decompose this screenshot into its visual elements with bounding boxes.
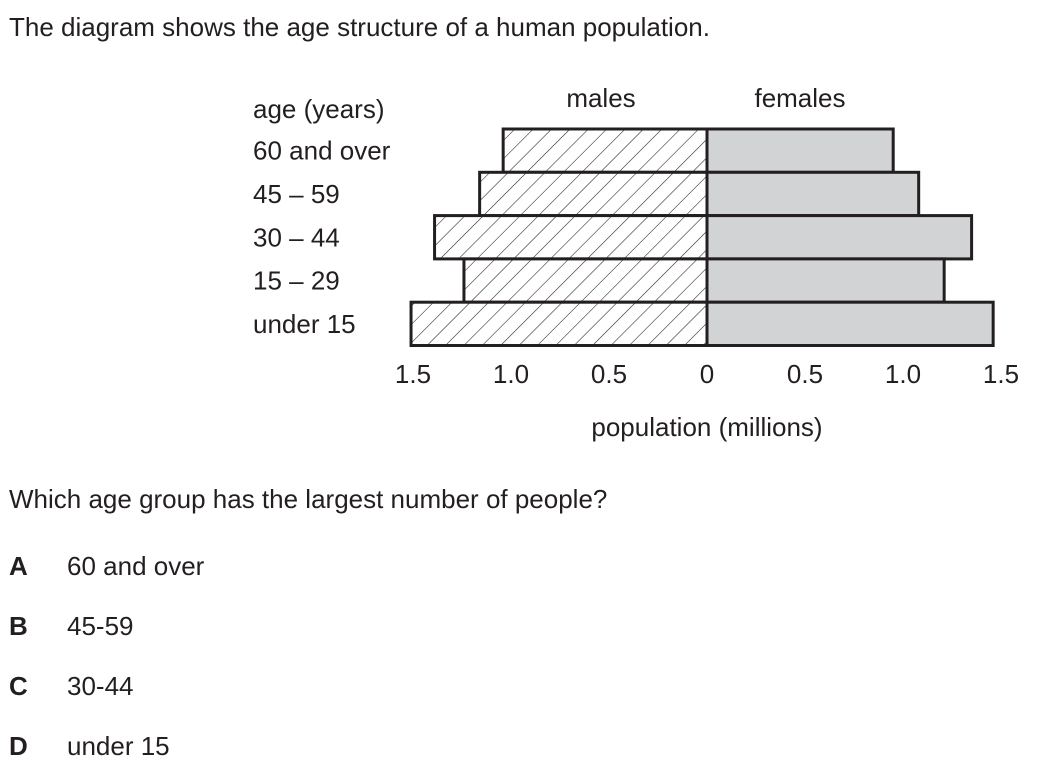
option-letter: D xyxy=(9,731,28,761)
intro-text: The diagram shows the age structure of a… xyxy=(9,12,710,42)
option-c[interactable]: C 30-44 xyxy=(9,669,309,703)
option-letter: A xyxy=(9,551,28,581)
bars-group xyxy=(409,127,995,348)
category-labels: 60 and over 45 – 59 30 – 44 15 – 29 under 15 xyxy=(253,136,391,339)
female-bar xyxy=(705,127,895,174)
question-text: Which age group has the largest number o… xyxy=(9,484,608,514)
option-text: 30-44 xyxy=(67,671,134,701)
option-letter: C xyxy=(9,671,28,701)
option-a[interactable]: A 60 and over xyxy=(9,549,309,583)
category-label: 45 – 59 xyxy=(253,179,340,209)
male-bar xyxy=(409,300,709,348)
females-label: females xyxy=(754,83,845,113)
x-tick-label: 0 xyxy=(700,359,714,389)
x-tick-label: 1.0 xyxy=(885,359,921,389)
option-d[interactable]: D under 15 xyxy=(9,729,309,763)
option-letter: B xyxy=(9,611,28,641)
x-axis-label: population (millions) xyxy=(591,412,822,442)
x-tick-label: 0.5 xyxy=(787,359,823,389)
category-label: under 15 xyxy=(253,309,356,339)
option-text: 60 and over xyxy=(67,551,205,581)
male-bar xyxy=(478,170,709,218)
x-tick-label: 0.5 xyxy=(591,359,627,389)
x-tick-labels: 1.5 1.0 0.5 0 0.5 1.0 1.5 xyxy=(395,359,1019,389)
category-label: 15 – 29 xyxy=(253,266,340,296)
female-bar xyxy=(705,214,974,261)
female-bar xyxy=(705,300,995,348)
category-label: 60 and over xyxy=(253,136,391,166)
x-tick-label: 1.0 xyxy=(493,359,529,389)
male-bar xyxy=(462,257,709,304)
female-bar xyxy=(705,257,946,304)
option-text: 45-59 xyxy=(67,611,134,641)
option-text: under 15 xyxy=(67,731,170,761)
x-tick-label: 1.5 xyxy=(983,359,1019,389)
female-bar xyxy=(705,170,921,218)
male-bar xyxy=(501,127,709,174)
category-label: 30 – 44 xyxy=(253,222,340,252)
males-label: males xyxy=(566,83,635,113)
population-pyramid-chart: age (years) males females 60 and over 45 … xyxy=(253,83,1019,442)
y-axis-title: age (years) xyxy=(253,94,385,124)
x-tick-label: 1.5 xyxy=(395,359,431,389)
option-b[interactable]: B 45-59 xyxy=(9,609,309,643)
male-bar xyxy=(433,214,709,261)
